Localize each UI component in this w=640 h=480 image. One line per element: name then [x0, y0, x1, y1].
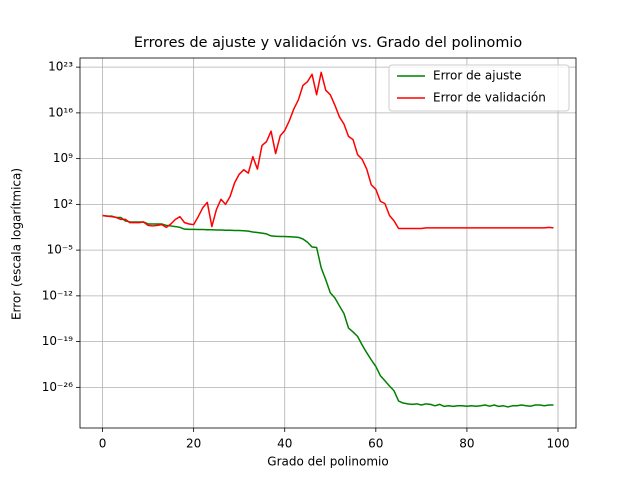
plot-frame — [79, 57, 577, 429]
legend-box — [388, 64, 570, 112]
x-tick-label: 40 — [277, 437, 292, 451]
y-tick-label: 10⁹ — [53, 151, 73, 165]
y-tick-label: 10⁻¹² — [42, 288, 73, 302]
x-axis-label: Grado del polinomio — [267, 455, 388, 469]
y-tick-label: 10¹⁶ — [48, 105, 73, 119]
x-tick-label: 60 — [368, 437, 383, 451]
y-tick-label: 10⁻⁵ — [47, 243, 74, 257]
x-tick-label: 100 — [547, 437, 570, 451]
data-line — [102, 71, 554, 230]
x-tick-label: 0 — [99, 437, 107, 451]
y-axis-label: Error (escala logarítmica) — [10, 168, 24, 320]
x-tick-label: 20 — [186, 437, 201, 451]
y-tick-label: 10⁻²⁶ — [42, 380, 73, 394]
legend-label: Error de ajuste — [433, 69, 522, 83]
x-tick-label: 80 — [459, 437, 474, 451]
chart-title: Errores de ajuste y validación vs. Grado… — [134, 35, 523, 51]
y-tick-label: 10²³ — [48, 60, 73, 74]
y-tick-label: 10⁻¹⁹ — [42, 334, 73, 348]
legend-label: Error de validación — [433, 91, 546, 105]
data-line — [102, 214, 554, 408]
y-tick-label: 10² — [53, 197, 73, 211]
